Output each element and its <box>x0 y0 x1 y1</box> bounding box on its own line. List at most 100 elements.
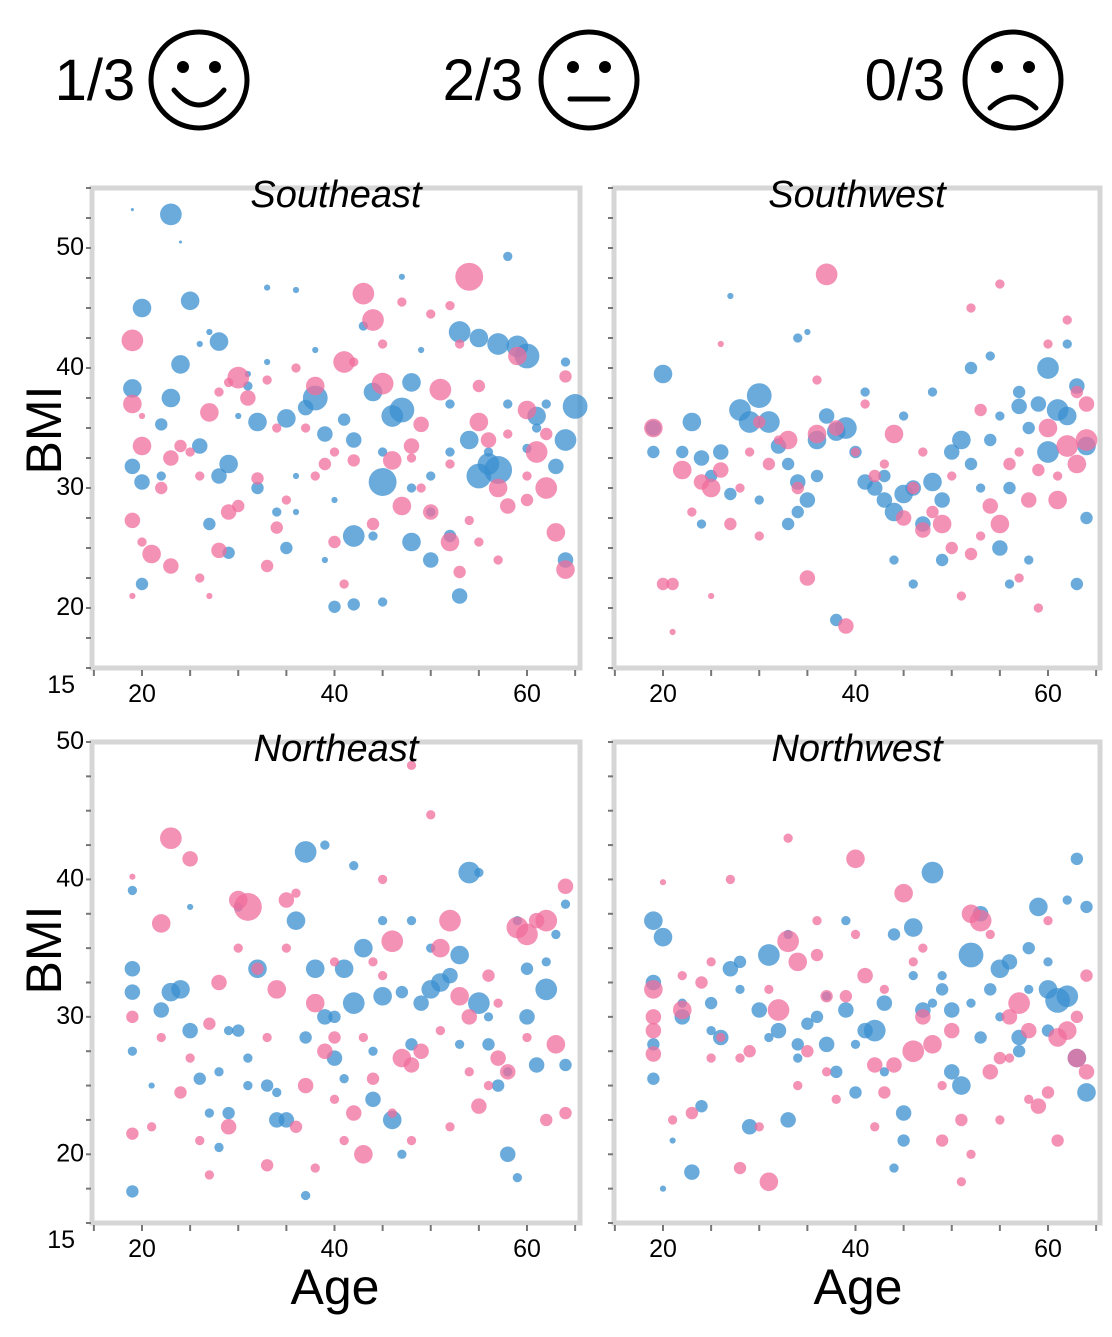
scatter-point <box>482 1038 495 1051</box>
scatter-point <box>952 1076 971 1095</box>
scatter-point <box>219 454 238 474</box>
scatter-point <box>735 984 745 995</box>
scatter-point <box>878 469 891 483</box>
y-tick-label: 20 <box>56 1139 84 1167</box>
scatter-point <box>647 1072 660 1085</box>
scatter-point <box>984 433 997 447</box>
scatter-point <box>272 423 282 433</box>
x-axis-title-left: Age <box>291 1259 380 1315</box>
scatter-point <box>431 938 450 958</box>
scatter-point <box>123 394 142 414</box>
scatter-point <box>788 952 808 972</box>
scatter-point <box>990 514 1010 534</box>
scatter-point <box>1052 471 1063 481</box>
scatter-point <box>299 1031 312 1044</box>
scatter-point <box>490 1050 506 1066</box>
scatter-point <box>155 418 168 431</box>
y-tick-label: 50 <box>56 233 84 261</box>
scatter-point <box>346 432 362 448</box>
scatter-point <box>669 1137 676 1144</box>
scatter-point <box>724 517 737 531</box>
scatter-point <box>272 507 282 517</box>
y-tick-label: 15 <box>47 671 75 699</box>
scatter-point <box>754 531 764 541</box>
scatter-point <box>810 948 824 962</box>
scatter-point <box>445 1122 455 1132</box>
scatter-point <box>233 943 243 953</box>
scatter-point <box>300 423 311 433</box>
panel-title: Southeast <box>250 174 423 216</box>
scatter-point <box>644 418 663 438</box>
scatter-point <box>857 967 873 984</box>
scatter-point <box>371 372 394 395</box>
scatter-point <box>1022 941 1035 955</box>
scatter-point <box>321 556 328 564</box>
scatter-point <box>346 1105 362 1121</box>
axis-titles: BMI BMI Age Age <box>16 386 902 1315</box>
scatter-point <box>706 1053 716 1063</box>
scatter-point <box>937 1080 947 1091</box>
scatter-point <box>127 1046 138 1056</box>
scatter-point <box>966 998 976 1008</box>
scatter-point <box>406 760 417 771</box>
panel-northwest: Northwest 20 40 60 <box>608 728 1103 1263</box>
scatter-point <box>944 1022 960 1039</box>
scatter-point <box>292 472 300 480</box>
scatter-point <box>1003 481 1016 495</box>
scatter-point <box>204 1108 215 1118</box>
scatter-point <box>429 378 452 401</box>
scatter-point <box>124 984 141 1000</box>
scatter-point <box>522 471 532 481</box>
scatter-point <box>223 377 234 388</box>
scatter-point <box>821 1067 832 1077</box>
scatter-point <box>1062 895 1072 905</box>
scatter-point <box>793 1053 803 1063</box>
scatter-point <box>559 370 572 383</box>
scatter-point <box>1038 418 1058 438</box>
scatter-point <box>958 942 984 968</box>
panel-southwest: Southwest 20 40 60 <box>608 174 1103 708</box>
scatter-point <box>935 553 949 567</box>
scatter-point <box>894 883 913 903</box>
scatter-point <box>193 1072 206 1085</box>
scatter-point <box>211 974 227 991</box>
scatter-point <box>758 944 780 966</box>
scatter-point <box>898 411 909 421</box>
data-points <box>121 203 588 613</box>
scatter-point <box>402 373 421 392</box>
scatter-point <box>907 481 920 495</box>
scatter-point <box>171 355 190 374</box>
scatter-point <box>397 297 407 307</box>
scatter-point <box>487 333 509 355</box>
scatter-point <box>235 412 242 420</box>
scatter-point <box>1070 852 1084 866</box>
scatter-point <box>841 916 851 926</box>
scatter-point <box>349 861 359 871</box>
scatter-point <box>200 403 219 422</box>
scatter-point <box>754 495 764 505</box>
scatter-point <box>879 459 890 469</box>
score-label-3: 0/3 <box>865 48 946 113</box>
scatter-point <box>767 999 790 1021</box>
x-tick-label: 60 <box>1034 680 1062 708</box>
scatter-point <box>126 1127 139 1140</box>
scatter-point <box>799 570 816 586</box>
scatter-point <box>944 1002 960 1018</box>
scatter-point <box>292 508 300 516</box>
scatter-point <box>270 521 283 534</box>
scatter-point <box>151 914 171 933</box>
scatter-point <box>148 1082 155 1089</box>
scatter-point <box>300 1190 311 1201</box>
scatter-point <box>860 399 870 409</box>
x-tick-label: 40 <box>321 680 349 708</box>
scatter-point <box>717 340 724 348</box>
scatter-point <box>469 328 489 348</box>
panel-southeast: Southeast 20 40 60 15 20 30 40 50 <box>47 174 588 708</box>
scatter-point <box>932 514 952 534</box>
scatter-point <box>903 918 923 937</box>
scatter-point <box>541 399 551 409</box>
scatter-point <box>484 456 513 484</box>
scatter-point <box>123 379 142 398</box>
scatter-point <box>458 861 481 884</box>
scatter-point <box>291 363 301 373</box>
